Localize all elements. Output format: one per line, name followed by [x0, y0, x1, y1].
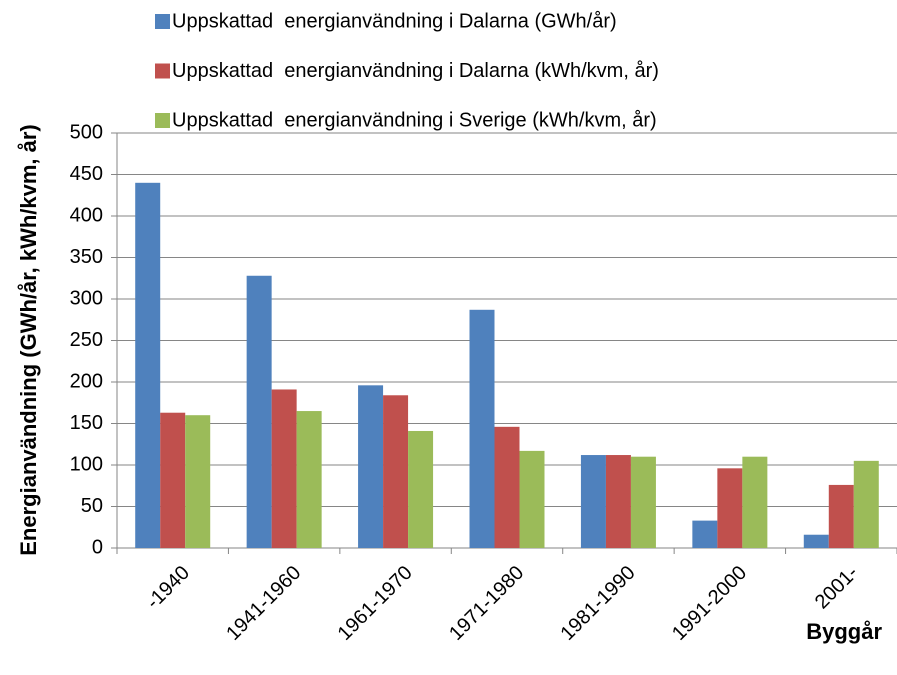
- x-axis-title: Byggår: [806, 619, 882, 644]
- y-tick-label: 250: [70, 329, 103, 351]
- bar: [692, 520, 718, 548]
- bar: [494, 426, 520, 548]
- bar: [828, 484, 854, 548]
- x-tick-label: -1940: [142, 562, 194, 614]
- legend-swatch: [155, 14, 170, 29]
- y-tick-label: 500: [70, 121, 103, 143]
- bar: [853, 460, 879, 548]
- y-tick-label: 400: [70, 204, 103, 226]
- bar: [185, 415, 211, 548]
- x-tick-label: 1941-1960: [222, 562, 305, 645]
- bar: [358, 385, 384, 548]
- y-tick-label: 100: [70, 453, 103, 475]
- y-tick-label: 0: [92, 536, 103, 558]
- legend-label: Uppskattad energianvändning i Dalarna (k…: [172, 60, 659, 82]
- bar: [383, 395, 409, 548]
- bar: [271, 389, 297, 548]
- bar: [605, 455, 631, 548]
- legend-label: Uppskattad energianvändning i Sverige (k…: [172, 109, 657, 131]
- bar: [630, 456, 656, 548]
- bar: [742, 456, 768, 548]
- bar: [519, 450, 545, 548]
- x-tick-label: 1971-1980: [445, 562, 528, 645]
- x-tick-label: 1991-2000: [668, 562, 751, 645]
- x-tick-label: 1961-1970: [334, 562, 417, 645]
- bar: [135, 182, 161, 549]
- bar: [246, 275, 272, 548]
- bar: [160, 412, 186, 548]
- y-tick-label: 450: [70, 163, 103, 185]
- x-tick-label: 2001-: [811, 562, 863, 614]
- bar: [803, 534, 829, 548]
- y-tick-label: 150: [70, 412, 103, 434]
- y-tick-label: 200: [70, 370, 103, 392]
- y-tick-label: 300: [70, 287, 103, 309]
- legend-swatch: [155, 113, 170, 128]
- y-axis-title: Energianvändning (GWh/år, kWh/kvm, år): [16, 124, 41, 556]
- bar: [580, 455, 606, 548]
- x-tick-label: 1981-1990: [557, 562, 640, 645]
- bar: [717, 468, 743, 548]
- y-tick-label: 350: [70, 246, 103, 268]
- legend-swatch: [155, 63, 170, 79]
- legend-label: Uppskattad energianvändning i Dalarna (G…: [172, 10, 617, 32]
- bar: [296, 411, 322, 548]
- bar: [408, 430, 434, 548]
- bar: [469, 309, 495, 548]
- y-tick-label: 50: [81, 495, 103, 517]
